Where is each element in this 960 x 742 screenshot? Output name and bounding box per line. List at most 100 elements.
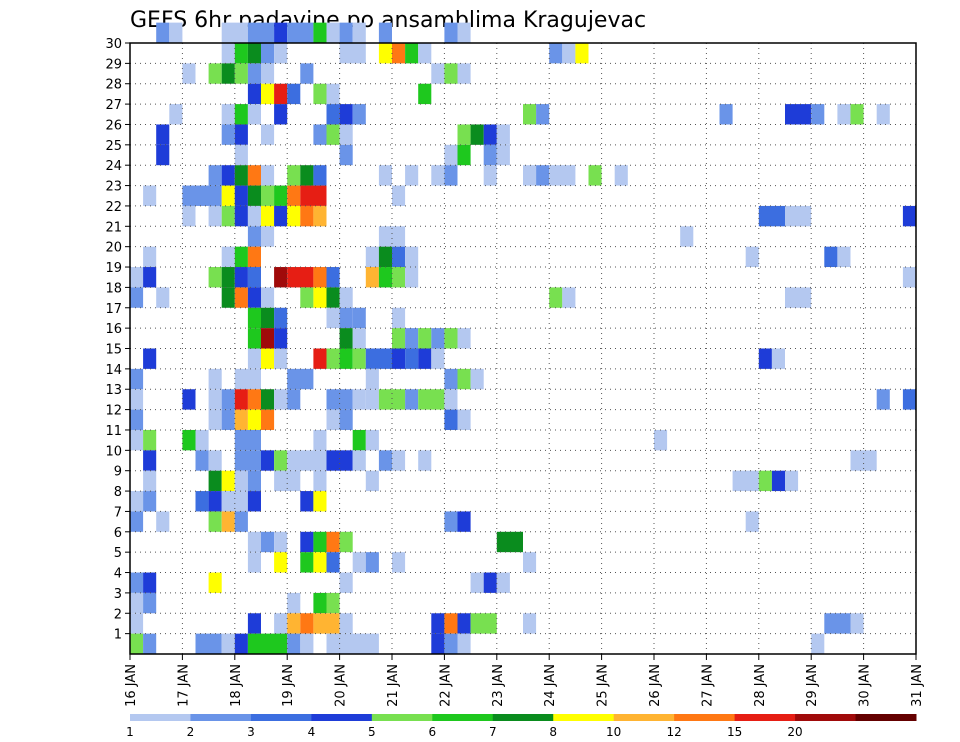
heatmap-cell: [444, 409, 458, 430]
heatmap-cell: [811, 104, 825, 125]
colorbar-swatch: [674, 714, 736, 721]
heatmap-cell: [261, 531, 275, 553]
heatmap-cell: [405, 43, 419, 64]
heatmap-cell: [195, 633, 222, 654]
heatmap-cell: [143, 185, 157, 206]
colorbar-label: 1: [126, 725, 134, 739]
y-tick-label: 21: [105, 220, 122, 235]
heatmap-cell: [208, 572, 222, 593]
heatmap-cell: [261, 185, 275, 206]
y-tick-label: 14: [105, 363, 122, 378]
heatmap-cell: [300, 531, 314, 553]
heatmap-cell: [392, 450, 406, 471]
x-tick-label: 18 JAN: [229, 664, 244, 707]
heatmap-cell: [483, 124, 497, 145]
heatmap-cell: [300, 205, 314, 227]
heatmap-cell: [247, 185, 261, 206]
heatmap-cell: [143, 429, 157, 451]
colorbar-swatch: [371, 714, 433, 721]
heatmap-cell: [234, 205, 248, 227]
y-tick-label: 2: [114, 607, 122, 622]
heatmap-cell: [208, 470, 222, 492]
heatmap-cell: [261, 165, 275, 186]
heatmap-cell: [326, 267, 340, 288]
heatmap-cell: [326, 592, 340, 614]
y-tick-label: 17: [105, 302, 122, 317]
heatmap-cell: [274, 83, 288, 105]
heatmap-cell: [143, 450, 157, 471]
heatmap-cell: [247, 83, 261, 105]
heatmap-cell: [352, 552, 366, 573]
heatmap-cell: [247, 22, 275, 43]
y-axis: 1234567891011121314151617181920212223242…: [105, 37, 130, 643]
heatmap-cell: [339, 43, 366, 64]
heatmap-cell: [143, 633, 157, 654]
x-axis: 16 JAN 17 JAN 18 JAN 19 JAN 20 JAN 21 JAN 22 J…: [124, 654, 925, 707]
heatmap-cell: [300, 491, 314, 512]
heatmap-cell: [287, 185, 301, 206]
heatmap-cell: [392, 267, 406, 288]
heatmap-cell: [287, 389, 301, 410]
heatmap-cell: [444, 22, 458, 43]
heatmap-cell: [326, 83, 340, 105]
heatmap-cell: [261, 389, 275, 410]
colorbar-label: 15: [727, 725, 742, 739]
heatmap-cell: [247, 470, 261, 492]
x-tick-label: 26 JAN: [648, 664, 663, 707]
heatmap-cell: [431, 328, 445, 349]
heatmap-cell: [378, 226, 406, 247]
heatmap-cell: [130, 267, 144, 288]
heatmap-cell: [221, 491, 248, 512]
heatmap-cell: [143, 267, 157, 288]
heatmap-cell: [562, 287, 576, 308]
colorbar-label: 7: [489, 725, 497, 739]
x-tick-label: 31 JAN: [910, 664, 925, 707]
heatmap-cell: [313, 470, 327, 492]
heatmap-cell: [247, 613, 261, 634]
heatmap-cell: [837, 104, 851, 125]
heatmap-cell: [745, 511, 759, 532]
heatmap-cell: [234, 63, 248, 84]
y-tick-label: 30: [105, 37, 122, 52]
heatmap-cell: [850, 104, 864, 125]
heatmap-cell: [195, 429, 209, 451]
x-tick-label: 29 JAN: [805, 664, 820, 707]
heatmap-cell: [339, 348, 353, 369]
heatmap-cell: [339, 307, 353, 329]
heatmap-cell: [130, 409, 144, 430]
heatmap-cell: [418, 450, 432, 471]
heatmap-cell: [378, 43, 392, 64]
heatmap-cell: [392, 185, 406, 206]
heatmap-cell: [247, 246, 261, 268]
heatmap-cell: [182, 185, 222, 206]
y-tick-label: 23: [105, 180, 122, 195]
heatmap-cell: [549, 165, 576, 186]
heatmap-cell: [457, 328, 471, 349]
colorbar-label: 20: [787, 725, 802, 739]
heatmap-cell: [444, 633, 458, 654]
colorbar-label: 10: [606, 725, 621, 739]
heatmap-cell: [457, 124, 471, 145]
heatmap-cell: [457, 613, 471, 634]
heatmap-cell: [876, 389, 890, 410]
heatmap-cell: [287, 267, 314, 288]
heatmap-cell: [339, 22, 353, 43]
heatmap-cell: [523, 613, 537, 634]
heatmap-cell: [274, 389, 288, 410]
heatmap-cell: [444, 613, 458, 634]
heatmap-cell: [261, 409, 275, 430]
heatmap-cell: [785, 287, 812, 308]
heatmap-cell: [418, 43, 432, 64]
heatmap-cell: [496, 572, 510, 593]
heatmap-cell: [431, 63, 445, 84]
heatmap-cell: [143, 348, 157, 369]
heatmap-cell: [247, 491, 261, 512]
heatmap-cell: [300, 287, 314, 308]
heatmap-cell: [378, 165, 392, 186]
heatmap-cell: [313, 287, 327, 308]
heatmap-cell: [234, 43, 248, 64]
heatmap-cell: [261, 226, 275, 247]
heatmap-cell: [483, 165, 497, 186]
heatmap-cell: [221, 185, 235, 206]
